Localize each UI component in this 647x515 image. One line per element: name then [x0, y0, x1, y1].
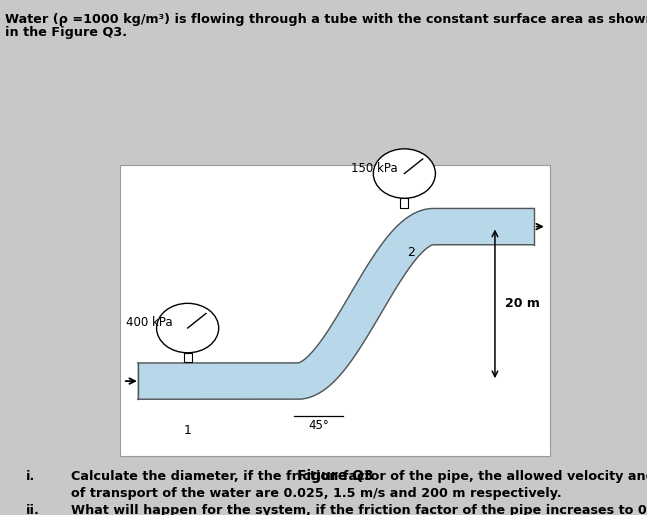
Text: i.: i.: [26, 470, 35, 483]
Text: 150 kPa: 150 kPa: [351, 162, 398, 175]
Bar: [400, 198, 408, 208]
Text: 45°: 45°: [308, 419, 329, 432]
Text: 2: 2: [407, 246, 415, 259]
Bar: [184, 353, 192, 362]
Text: ii.: ii.: [26, 504, 39, 515]
Text: of transport of the water are 0.025, 1.5 m/s and 200 m respectively.: of transport of the water are 0.025, 1.5…: [71, 487, 562, 500]
Circle shape: [157, 303, 219, 353]
Text: 1: 1: [184, 424, 192, 437]
Text: 20 m: 20 m: [505, 297, 540, 311]
Text: Water (ρ =1000 kg/m³) is flowing through a tube with the constant surface area a: Water (ρ =1000 kg/m³) is flowing through…: [5, 13, 647, 26]
Text: What will happen for the system, if the friction factor of the pipe increases to: What will happen for the system, if the …: [71, 504, 647, 515]
Text: Figure Q3: Figure Q3: [296, 469, 373, 483]
Text: Calculate the diameter, if the friction factor of the pipe, the allowed velocity: Calculate the diameter, if the friction …: [71, 470, 647, 483]
Polygon shape: [138, 209, 534, 399]
Circle shape: [373, 149, 435, 198]
FancyBboxPatch shape: [120, 165, 550, 456]
Text: 400 kPa: 400 kPa: [126, 316, 173, 330]
Text: in the Figure Q3.: in the Figure Q3.: [5, 26, 127, 39]
